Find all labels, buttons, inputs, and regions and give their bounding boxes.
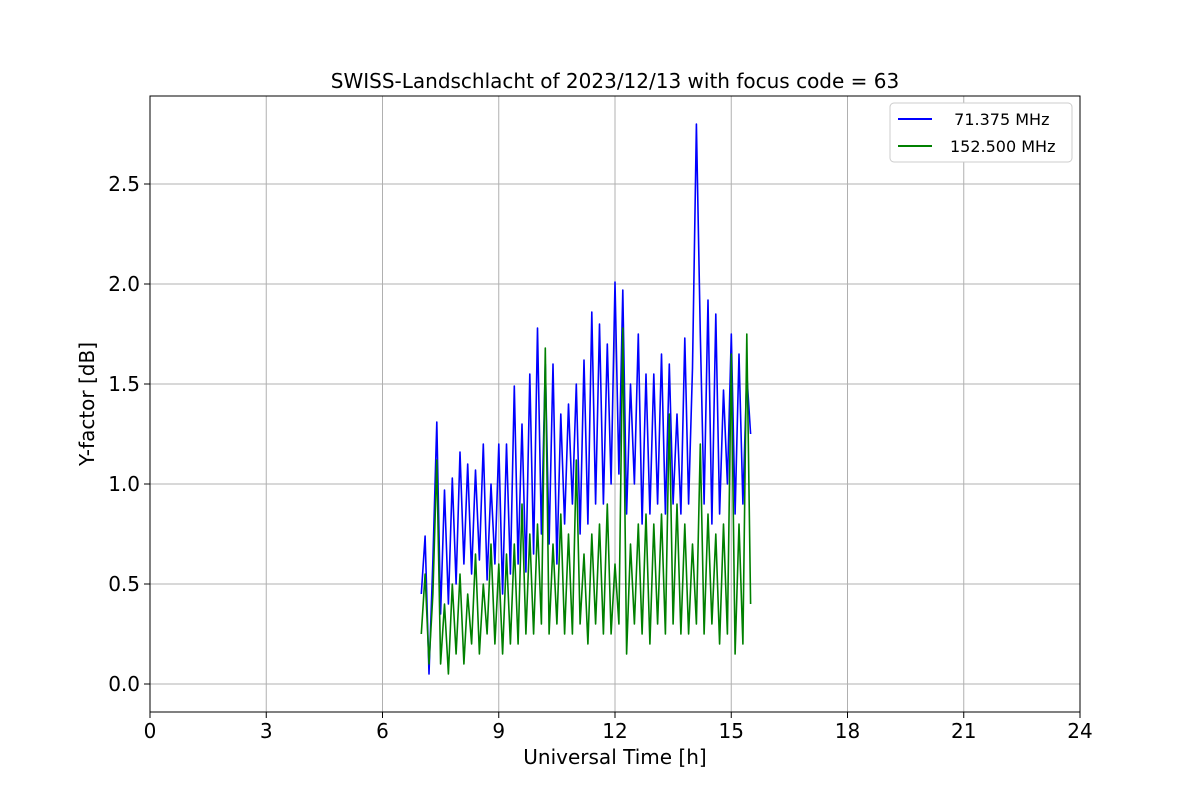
x-tick-label: 6	[376, 719, 389, 743]
x-axis-label: Universal Time [h]	[523, 745, 706, 769]
y-axis: 0.0 0.5 1.0 1.5 2.0 2.5	[108, 172, 150, 696]
x-tick-label: 24	[1067, 719, 1092, 743]
x-tick-label: 18	[835, 719, 860, 743]
y-tick-label: 1.5	[108, 372, 140, 396]
series-line-1	[420, 327, 752, 675]
y-tick-label: 2.5	[108, 172, 140, 196]
y-tick-label: 2.0	[108, 272, 140, 296]
legend: 71.375 MHz 152.500 MHz	[889, 102, 1073, 163]
series-line-0	[420, 123, 752, 675]
x-tick-label: 15	[719, 719, 744, 743]
legend-label-71-375: 71.375 MHz	[944, 110, 1049, 129]
x-tick-label: 21	[951, 719, 976, 743]
y-tick-label: 0.5	[108, 572, 140, 596]
y-tick-label: 0.0	[108, 672, 140, 696]
y-tick-label: 1.0	[108, 472, 140, 496]
series-layer	[420, 123, 752, 675]
x-tick-label: 0	[144, 719, 157, 743]
x-tick-label: 9	[492, 719, 505, 743]
x-tick-label: 12	[602, 719, 627, 743]
x-axis: 0 3 6 9 12 15 18 21 24	[144, 712, 1093, 743]
legend-box	[889, 102, 1073, 163]
legend-label-152-500: 152.500 MHz	[950, 137, 1055, 156]
y-axis-label: Y-factor [dB]	[75, 342, 99, 467]
x-tick-label: 3	[260, 719, 273, 743]
chart-title: SWISS-Landschlacht of 2023/12/13 with fo…	[331, 69, 899, 93]
